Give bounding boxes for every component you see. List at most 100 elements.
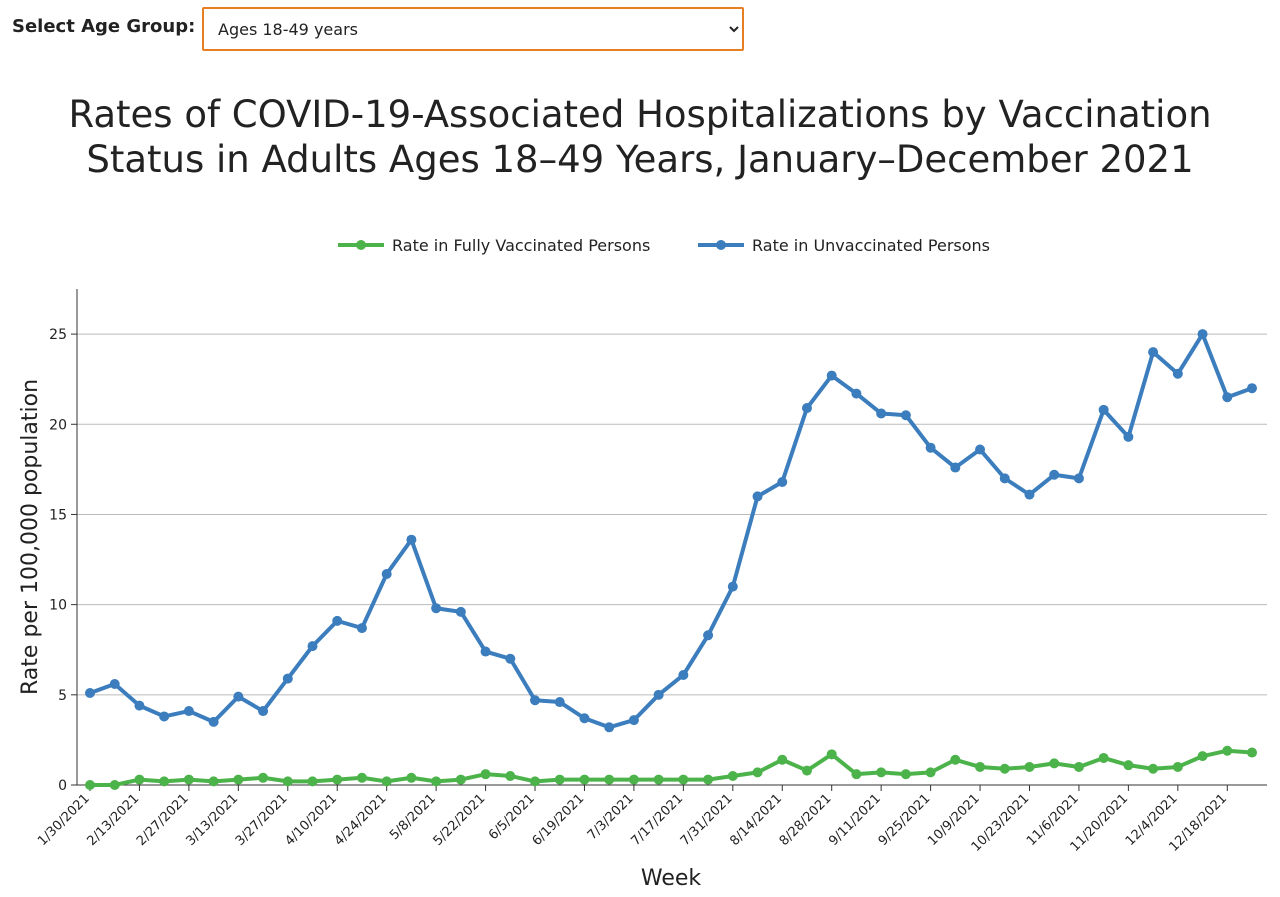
data-point: [183, 706, 194, 717]
x-tick-label: 6/5/2021: [486, 791, 538, 843]
data-point: [579, 774, 590, 785]
data-point: [826, 370, 837, 381]
y-tick-label: 15: [49, 507, 67, 523]
data-point: [604, 722, 615, 733]
data-point: [1123, 431, 1134, 442]
data-point: [233, 691, 244, 702]
data-point: [554, 774, 565, 785]
data-point: [109, 780, 120, 790]
data-point: [678, 669, 689, 680]
data-point: [208, 776, 219, 787]
data-point: [109, 678, 120, 689]
y-tick-label: 25: [49, 327, 67, 343]
data-point: [282, 776, 293, 787]
data-point: [826, 749, 837, 760]
y-axis-label: Rate per 100,000 population: [18, 379, 43, 695]
data-point: [1148, 763, 1159, 774]
data-point: [208, 716, 219, 727]
data-point: [381, 776, 392, 787]
data-point: [752, 767, 763, 778]
age-group-select[interactable]: Ages 18-49 years: [202, 7, 744, 51]
data-point: [1073, 473, 1084, 484]
data-point: [1148, 347, 1159, 358]
data-point: [159, 776, 170, 787]
data-point: [381, 568, 392, 579]
x-tick-label: 4/24/2021: [332, 791, 390, 849]
x-tick-label: 1/30/2021: [35, 791, 93, 849]
data-point: [604, 774, 615, 785]
legend-marker: [356, 240, 366, 250]
data-point: [703, 774, 714, 785]
data-point: [876, 767, 887, 778]
data-point: [356, 772, 367, 783]
data-point: [950, 754, 961, 765]
chart-title: Rates of COVID-19-Associated Hospitaliza…: [68, 93, 1212, 181]
series-line: [89, 332, 1253, 730]
x-tick-label: 3/13/2021: [183, 791, 241, 849]
x-tick-label: 9/11/2021: [826, 791, 884, 849]
data-point: [554, 697, 565, 708]
x-tick-label: 8/14/2021: [727, 791, 785, 849]
x-tick-label: 4/10/2021: [282, 791, 340, 849]
data-point: [975, 761, 986, 772]
data-point: [85, 780, 95, 790]
x-axis-label: Week: [641, 866, 702, 891]
data-point: [653, 689, 664, 700]
data-point: [999, 763, 1010, 774]
data-point: [1247, 383, 1257, 394]
data-point: [900, 410, 911, 421]
data-point: [851, 769, 862, 780]
y-tick-label: 10: [49, 598, 67, 614]
x-tick-label: 5/22/2021: [431, 791, 489, 849]
data-point: [1247, 747, 1257, 758]
data-point: [455, 606, 466, 617]
data-point: [85, 688, 95, 699]
x-tick-label: 8/28/2021: [777, 791, 835, 849]
data-point: [999, 473, 1010, 484]
data-point: [406, 772, 417, 783]
select-label: Select Age Group:: [12, 16, 196, 37]
data-point: [801, 765, 812, 776]
data-point: [925, 767, 936, 778]
legend-marker: [716, 240, 726, 250]
data-point: [1197, 751, 1208, 762]
data-point: [159, 711, 170, 722]
data-point: [307, 641, 318, 652]
data-point: [1024, 761, 1035, 772]
data-point: [1073, 761, 1084, 772]
y-tick-label: 0: [58, 778, 67, 794]
data-point: [1172, 368, 1183, 379]
data-point: [1222, 745, 1233, 756]
legend-label: Rate in Fully Vaccinated Persons: [392, 236, 650, 255]
data-point: [530, 695, 541, 706]
data-point: [975, 444, 986, 455]
data-point: [258, 706, 269, 717]
data-point: [1172, 761, 1183, 772]
y-tick-label: 5: [58, 688, 67, 704]
legend-label: Rate in Unvaccinated Persons: [752, 236, 990, 255]
data-point: [1024, 489, 1035, 500]
data-point: [480, 646, 491, 657]
data-point: [1098, 752, 1109, 763]
x-tick-label: 2/13/2021: [85, 791, 143, 849]
data-point: [332, 615, 343, 626]
data-point: [1098, 404, 1109, 415]
data-point: [653, 774, 664, 785]
data-point: [406, 534, 417, 545]
x-tick-label: 7/17/2021: [628, 791, 686, 849]
data-point: [530, 776, 541, 787]
data-point: [1049, 469, 1060, 480]
data-point: [925, 442, 936, 453]
data-point: [1197, 329, 1208, 340]
data-point: [134, 700, 145, 711]
data-point: [455, 774, 466, 785]
data-point: [950, 462, 961, 473]
data-point: [480, 769, 491, 780]
x-tick-label: 9/25/2021: [876, 791, 934, 849]
data-point: [431, 603, 442, 614]
data-point: [801, 403, 812, 414]
data-point: [307, 776, 318, 787]
data-point: [356, 623, 367, 634]
